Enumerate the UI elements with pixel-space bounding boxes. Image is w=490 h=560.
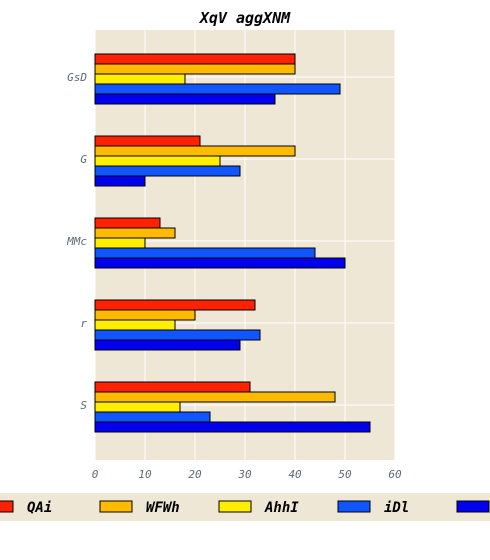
bar bbox=[94, 339, 241, 351]
bar bbox=[94, 381, 251, 393]
legend-label: AhhI bbox=[264, 500, 299, 516]
legend-swatch bbox=[99, 500, 133, 513]
legend-label: QAi bbox=[27, 500, 52, 516]
x-tick-label: 40 bbox=[288, 468, 302, 481]
bar bbox=[94, 237, 146, 249]
bar bbox=[94, 53, 296, 65]
legend-label: WFWh bbox=[146, 500, 180, 516]
legend: QAiWFWhAhhIiDlnnm bbox=[0, 493, 490, 521]
y-tick-label: r bbox=[80, 317, 87, 330]
bar bbox=[94, 83, 341, 95]
bar bbox=[94, 391, 336, 403]
bar bbox=[94, 227, 176, 239]
legend-swatch bbox=[0, 500, 14, 513]
bar bbox=[94, 155, 221, 167]
legend-swatch bbox=[456, 500, 490, 513]
bar bbox=[94, 63, 296, 75]
bar bbox=[94, 135, 201, 147]
x-tick-label: 20 bbox=[188, 468, 202, 481]
x-tick-label: 10 bbox=[138, 468, 152, 481]
x-tick-label: 30 bbox=[237, 468, 252, 481]
legend-swatch bbox=[337, 500, 371, 513]
bar bbox=[94, 411, 211, 423]
chart-title: XqV aggXNM bbox=[199, 9, 291, 27]
bar bbox=[94, 165, 241, 177]
bar bbox=[94, 309, 196, 321]
bar bbox=[94, 247, 316, 259]
bar bbox=[94, 421, 371, 433]
bar bbox=[94, 145, 296, 157]
y-axis-ticks: GsD G MMc r S bbox=[66, 71, 87, 412]
y-tick-label: GsD bbox=[67, 71, 87, 84]
bars bbox=[94, 53, 371, 433]
bar bbox=[94, 73, 186, 85]
y-tick-label: G bbox=[80, 153, 87, 166]
bar bbox=[94, 257, 346, 269]
x-tick-label: 50 bbox=[338, 468, 352, 481]
legend-label: iDl bbox=[384, 500, 409, 516]
legend-swatch bbox=[218, 500, 252, 513]
x-tick-label: 0 bbox=[92, 468, 99, 481]
bar bbox=[94, 329, 261, 341]
bar bbox=[94, 175, 146, 187]
y-tick-label: S bbox=[80, 399, 87, 412]
x-axis-ticks: 0 10 20 30 40 50 60 bbox=[92, 468, 402, 481]
x-tick-label: 60 bbox=[388, 468, 402, 481]
y-tick-label: MMc bbox=[66, 235, 87, 248]
bar bbox=[94, 299, 256, 311]
bar bbox=[94, 217, 161, 229]
bar bbox=[94, 93, 276, 105]
bar bbox=[94, 401, 181, 413]
bar bbox=[94, 319, 176, 331]
